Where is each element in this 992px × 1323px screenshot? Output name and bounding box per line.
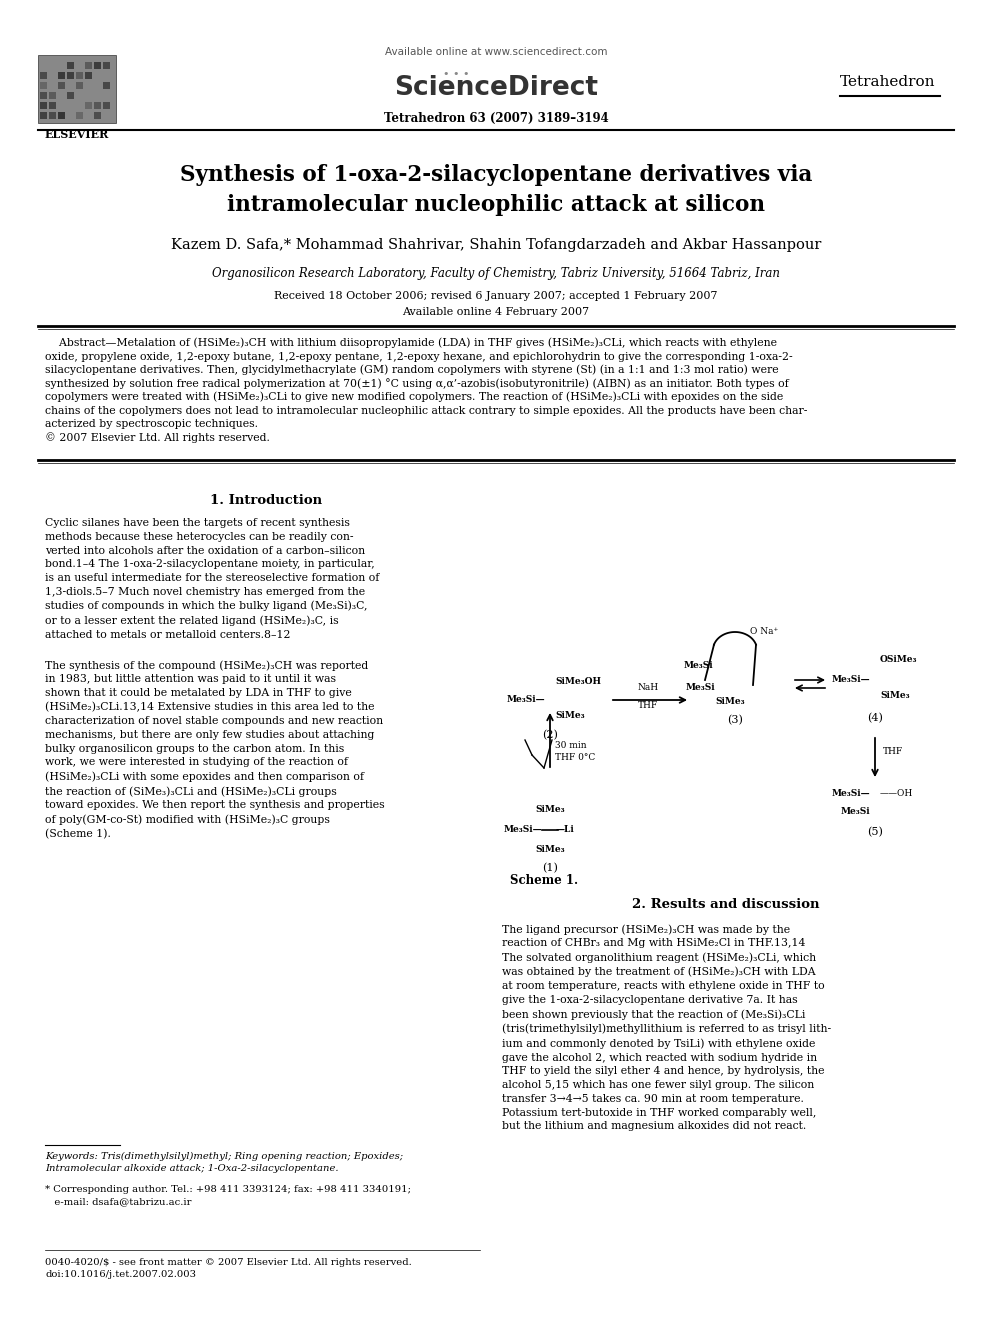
Bar: [76, 93, 83, 99]
Text: * Corresponding author. Tel.: +98 411 3393124; fax: +98 411 3340191;
   e-mail: : * Corresponding author. Tel.: +98 411 33…: [45, 1185, 411, 1205]
Text: (1): (1): [542, 863, 558, 873]
Bar: [67, 62, 74, 69]
Text: copolymers were treated with (HSiMe₂)₃CLi to give new modified copolymers. The r: copolymers were treated with (HSiMe₂)₃CL…: [45, 392, 784, 402]
Text: • • •
• •: • • • • •: [442, 69, 469, 91]
Text: silacyclopentane derivatives. Then, glycidylmethacrylate (GM) random copolymers : silacyclopentane derivatives. Then, glyc…: [45, 365, 779, 376]
Text: The synthesis of the compound (HSiMe₂)₃CH was reported
in 1983, but little atten: The synthesis of the compound (HSiMe₂)₃C…: [45, 660, 385, 839]
Text: The ligand precursor (HSiMe₂)₃CH was made by the
reaction of CHBr₃ and Mg with H: The ligand precursor (HSiMe₂)₃CH was mad…: [502, 923, 831, 1131]
Bar: [94, 62, 101, 69]
Text: Me₃Si: Me₃Si: [685, 684, 715, 692]
Text: ScienceDirect: ScienceDirect: [394, 75, 598, 101]
Bar: [67, 102, 74, 108]
Bar: [76, 82, 83, 89]
Text: Synthesis of 1-oxa-2-silacyclopentane derivatives via: Synthesis of 1-oxa-2-silacyclopentane de…: [180, 164, 812, 187]
Bar: [67, 93, 74, 99]
Text: Abstract—Metalation of (HSiMe₂)₃CH with lithium diisopropylamide (LDA) in THF gi: Abstract—Metalation of (HSiMe₂)₃CH with …: [45, 337, 777, 348]
Text: oxide, propylene oxide, 1,2-epoxy butane, 1,2-epoxy pentane, 1,2-epoxy hexane, a: oxide, propylene oxide, 1,2-epoxy butane…: [45, 352, 793, 361]
Bar: [58, 102, 65, 108]
Bar: [76, 112, 83, 119]
Text: 30 min: 30 min: [555, 741, 586, 750]
Text: synthesized by solution free radical polymerization at 70(±1) °C using α,α’-azob: synthesized by solution free radical pol…: [45, 378, 789, 389]
Bar: [85, 71, 92, 79]
Bar: [67, 71, 74, 79]
Bar: [94, 82, 101, 89]
Bar: [58, 112, 65, 119]
Bar: [49, 93, 56, 99]
Text: Scheme 1.: Scheme 1.: [510, 873, 578, 886]
Bar: [94, 93, 101, 99]
Text: ——OH: ——OH: [880, 790, 914, 799]
Text: © 2007 Elsevier Ltd. All rights reserved.: © 2007 Elsevier Ltd. All rights reserved…: [45, 433, 270, 443]
Bar: [40, 82, 47, 89]
Text: SiMe₃: SiMe₃: [536, 845, 564, 855]
Bar: [58, 62, 65, 69]
Bar: [103, 71, 110, 79]
Text: SiMe₃: SiMe₃: [555, 712, 584, 721]
Text: SiMe₃: SiMe₃: [715, 697, 745, 706]
Text: Me₃Si—: Me₃Si—: [503, 826, 542, 835]
Text: (5): (5): [867, 827, 883, 837]
Bar: [94, 112, 101, 119]
Text: Tetrahedron: Tetrahedron: [840, 75, 935, 89]
Text: (2): (2): [542, 730, 558, 740]
Text: O Na⁺: O Na⁺: [750, 627, 779, 636]
Text: NaH: NaH: [638, 684, 659, 692]
Text: THF: THF: [638, 701, 658, 710]
Text: Organosilicon Research Laboratory, Faculty of Chemistry, Tabriz University, 5166: Organosilicon Research Laboratory, Facul…: [212, 266, 780, 279]
Text: Me₃Si: Me₃Si: [683, 660, 713, 669]
Text: acterized by spectroscopic techniques.: acterized by spectroscopic techniques.: [45, 419, 258, 429]
Bar: [85, 112, 92, 119]
Bar: [38, 56, 116, 123]
Text: intramolecular nucleophilic attack at silicon: intramolecular nucleophilic attack at si…: [227, 194, 765, 216]
Bar: [85, 62, 92, 69]
Text: —Li: —Li: [555, 826, 573, 835]
Text: Keywords: Tris(dimethylsilyl)methyl; Ring opening reaction; Epoxides;
Intramolec: Keywords: Tris(dimethylsilyl)methyl; Rin…: [45, 1152, 403, 1174]
Text: Tetrahedron 63 (2007) 3189–3194: Tetrahedron 63 (2007) 3189–3194: [384, 111, 608, 124]
Text: Available online 4 February 2007: Available online 4 February 2007: [403, 307, 589, 318]
Text: Me₃Si—: Me₃Si—: [506, 696, 545, 705]
Text: 2. Results and discussion: 2. Results and discussion: [632, 898, 819, 912]
Text: OSiMe₃: OSiMe₃: [880, 655, 918, 664]
Text: chains of the copolymers does not lead to intramolecular nucleophilic attack con: chains of the copolymers does not lead t…: [45, 406, 807, 415]
Text: Cyclic silanes have been the targets of recent synthesis
methods because these h: Cyclic silanes have been the targets of …: [45, 519, 379, 640]
Text: Me₃Si—: Me₃Si—: [831, 676, 870, 684]
Text: 0040-4020/$ - see front matter © 2007 Elsevier Ltd. All rights reserved.
doi:10.: 0040-4020/$ - see front matter © 2007 El…: [45, 1258, 412, 1279]
Text: Kazem D. Safa,* Mohammad Shahrivar, Shahin Tofangdarzadeh and Akbar Hassanpour: Kazem D. Safa,* Mohammad Shahrivar, Shah…: [171, 238, 821, 251]
Bar: [58, 82, 65, 89]
Text: THF: THF: [883, 747, 904, 757]
Bar: [40, 71, 47, 79]
Text: SiMe₃: SiMe₃: [536, 806, 564, 815]
Bar: [67, 82, 74, 89]
Bar: [85, 82, 92, 89]
Bar: [103, 62, 110, 69]
Text: 1. Introduction: 1. Introduction: [210, 493, 322, 507]
Bar: [40, 112, 47, 119]
Text: Available online at www.sciencedirect.com: Available online at www.sciencedirect.co…: [385, 48, 607, 57]
Text: SiMe₃OH: SiMe₃OH: [555, 677, 601, 687]
Bar: [103, 93, 110, 99]
Bar: [49, 62, 56, 69]
Text: Me₃Si: Me₃Si: [840, 807, 870, 816]
Bar: [40, 62, 47, 69]
Bar: [49, 82, 56, 89]
Text: SiMe₃: SiMe₃: [880, 692, 910, 700]
Text: THF 0°C: THF 0°C: [555, 753, 595, 762]
Text: (3): (3): [727, 714, 743, 725]
Text: (4): (4): [867, 713, 883, 724]
Bar: [94, 102, 101, 108]
Bar: [76, 102, 83, 108]
Text: Received 18 October 2006; revised 6 January 2007; accepted 1 February 2007: Received 18 October 2006; revised 6 Janu…: [274, 291, 718, 302]
Bar: [85, 102, 92, 108]
Bar: [58, 71, 65, 79]
Text: Me₃Si—: Me₃Si—: [831, 790, 870, 799]
Text: ELSEVIER: ELSEVIER: [45, 130, 109, 140]
